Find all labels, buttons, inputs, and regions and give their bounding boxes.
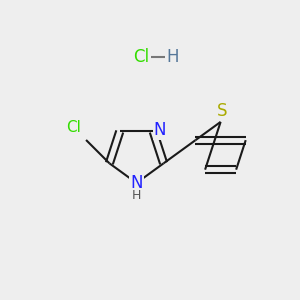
Text: Cl: Cl (66, 120, 81, 135)
Text: Cl: Cl (133, 48, 149, 66)
Text: N: N (130, 174, 143, 192)
Text: H: H (132, 189, 141, 202)
Text: N: N (154, 121, 166, 139)
Text: S: S (217, 102, 227, 120)
Text: H: H (166, 48, 179, 66)
